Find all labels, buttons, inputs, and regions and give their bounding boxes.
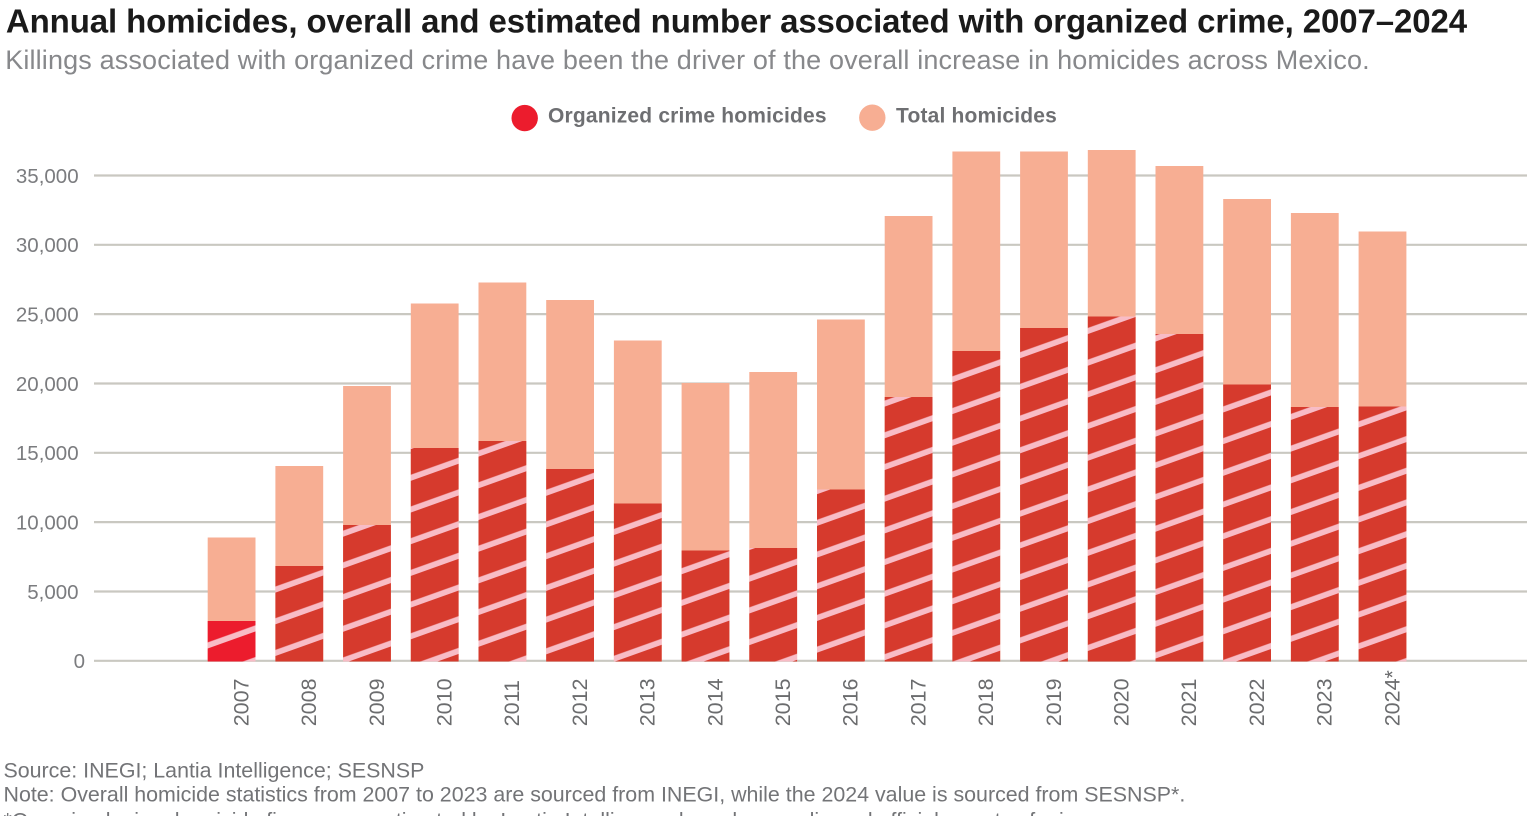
svg-text:2024*: 2024* xyxy=(1380,669,1404,726)
svg-text:Source: INEGI; Lantia Intellig: Source: INEGI; Lantia Intelligence; SESN… xyxy=(4,758,425,782)
svg-text:5,000: 5,000 xyxy=(27,581,78,604)
svg-text:2013: 2013 xyxy=(636,678,660,726)
svg-text:2022: 2022 xyxy=(1245,678,1269,726)
svg-text:2018: 2018 xyxy=(974,678,998,726)
svg-text:Note: Overall homicide statist: Note: Overall homicide statistics from 2… xyxy=(4,783,1186,807)
svg-text:30,000: 30,000 xyxy=(16,234,79,257)
svg-text:2014: 2014 xyxy=(703,678,727,726)
svg-text:2019: 2019 xyxy=(1042,678,1066,726)
svg-text:2021: 2021 xyxy=(1177,678,1201,726)
svg-text:Total homicides: Total homicides xyxy=(896,104,1057,127)
svg-text:20,000: 20,000 xyxy=(16,373,79,396)
svg-text:0: 0 xyxy=(74,650,85,673)
svg-text:2016: 2016 xyxy=(839,678,863,726)
svg-text:35,000: 35,000 xyxy=(16,165,79,188)
svg-text:2020: 2020 xyxy=(1110,678,1134,726)
svg-text:2017: 2017 xyxy=(906,678,930,726)
svg-text:2007: 2007 xyxy=(229,678,253,726)
svg-text:25,000: 25,000 xyxy=(16,303,79,326)
svg-text:2012: 2012 xyxy=(568,678,592,726)
svg-text:*Organized crime homicide figu: *Organized crime homicide figures are es… xyxy=(4,808,1100,816)
svg-text:Organized crime homicides: Organized crime homicides xyxy=(548,104,827,127)
svg-text:2010: 2010 xyxy=(433,678,457,726)
svg-text:2023: 2023 xyxy=(1313,678,1337,726)
svg-text:2011: 2011 xyxy=(500,680,524,726)
svg-text:2015: 2015 xyxy=(771,678,795,726)
svg-text:2008: 2008 xyxy=(297,678,321,726)
svg-text:2009: 2009 xyxy=(365,678,389,726)
svg-text:15,000: 15,000 xyxy=(16,442,79,465)
svg-text:Killings associated with organ: Killings associated with organized crime… xyxy=(5,45,1370,75)
svg-text:Annual homicides, overall and: Annual homicides, overall and estimated … xyxy=(6,2,1468,39)
svg-text:10,000: 10,000 xyxy=(16,511,79,534)
